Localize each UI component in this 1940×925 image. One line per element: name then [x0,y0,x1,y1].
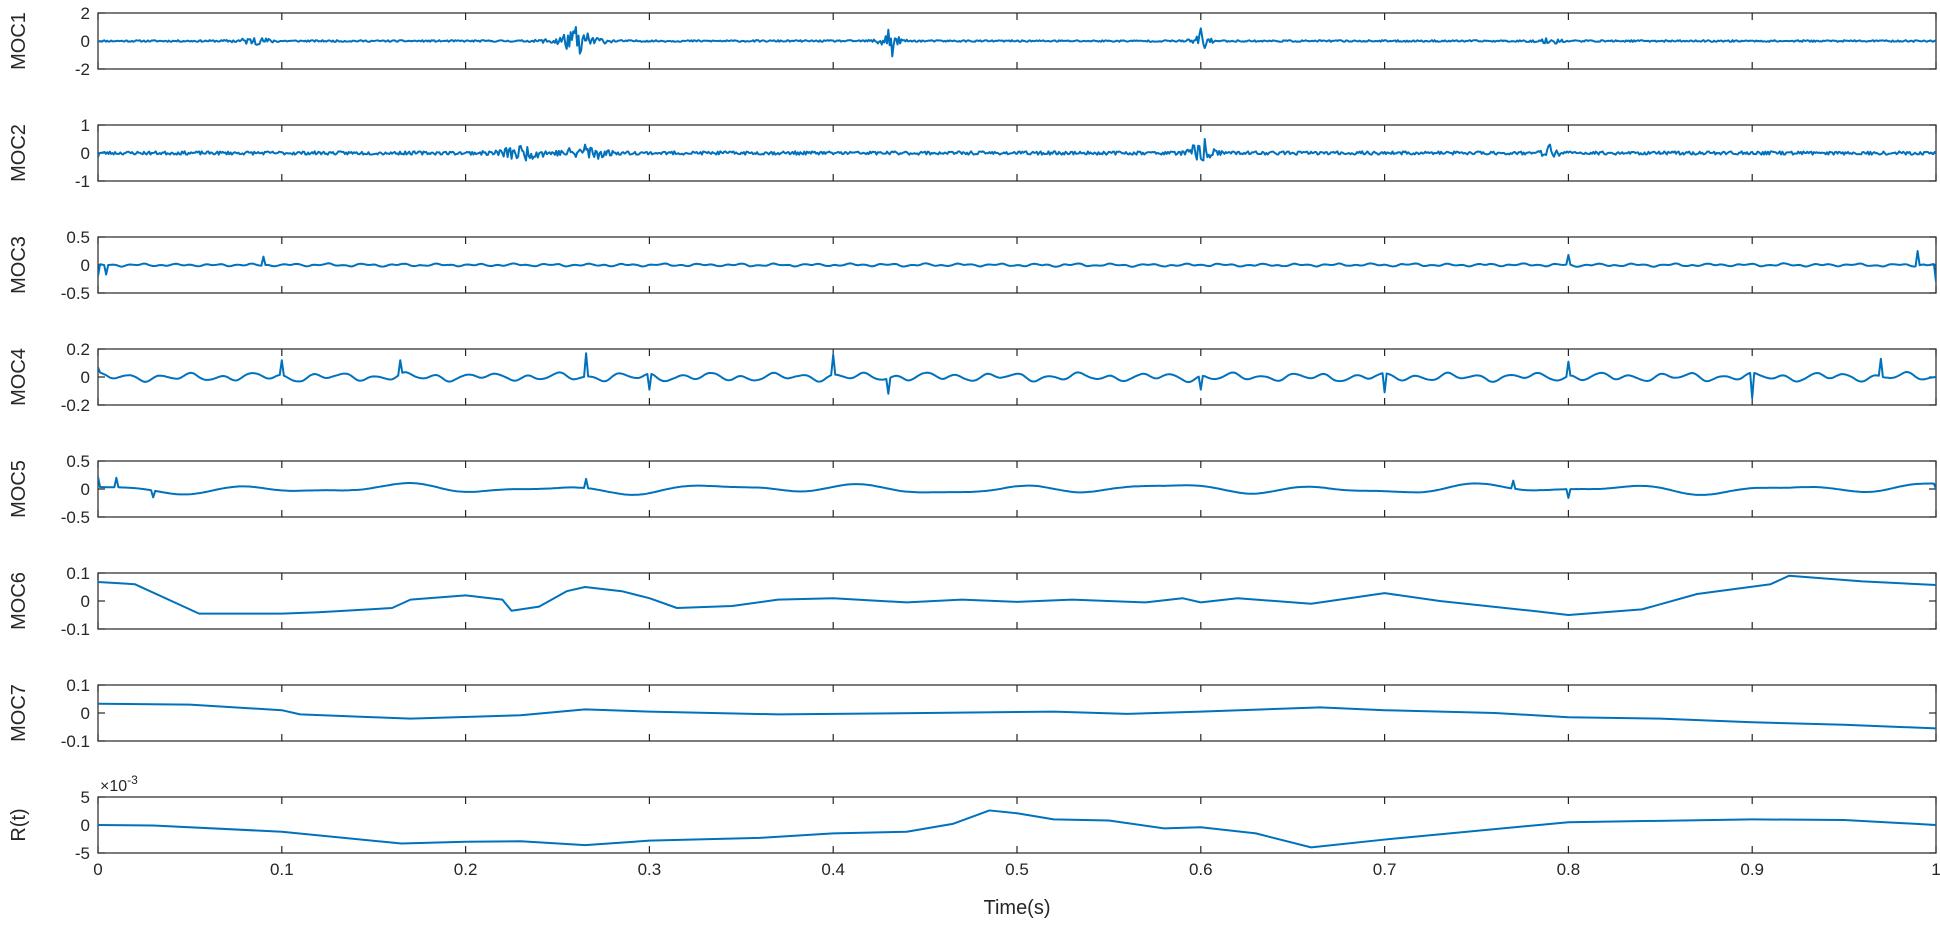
series-line-rt [98,809,1936,849]
series-line-moc4 [98,352,1936,399]
series-line-moc3 [98,250,1936,282]
subplot-2: -1 0 1 MOC2 [8,116,1937,191]
subplot-7: -0.1 0 0.1 MOC7 [8,676,1937,751]
subplot-6: -0.1 0 0.1 MOC6 [8,564,1937,639]
subplot-3: -0.5 0 0.5 MOC3 [8,228,1937,303]
y-axis-label: MOC2 [8,124,30,182]
y-tick-label: -0.1 [61,732,90,751]
y-tick-label: -0.5 [61,508,90,527]
x-axis-label: Time(s) [983,897,1050,919]
y-axis-label: MOC5 [8,460,30,518]
y-tick-label: 5 [81,788,90,807]
x-tick-label: 0.4 [821,860,845,879]
x-tick-label: 0.2 [454,860,478,879]
x-tick-label: 0.9 [1740,860,1764,879]
y-exponent-label: ×10-3 [100,773,138,795]
x-tick-label: 0.7 [1373,860,1397,879]
y-axis-label: MOC3 [8,236,30,294]
series-line-moc1 [98,26,1936,58]
y-axis-label: R(t) [8,808,30,841]
y-tick-label: -0.5 [61,284,90,303]
y-tick-label: -1 [75,172,90,191]
y-tick-label: 0 [81,144,90,163]
series-line-moc6 [98,574,1936,616]
series-line-moc5 [98,476,1936,499]
y-tick-label: 0 [81,480,90,499]
y-tick-label: 0.2 [66,340,90,359]
subplot-5: -0.5 0 0.5 MOC5 [8,452,1937,527]
x-tick-label: 0.5 [1005,860,1029,879]
x-tick-label: 0.1 [270,860,294,879]
y-axis-label: MOC4 [8,348,30,406]
subplot-1: -2 0 2 MOC1 [8,4,1937,79]
subplot-4: -0.2 0 0.2 MOC4 [8,340,1937,415]
y-axis-label: MOC1 [8,12,30,70]
axes-frame [97,460,1937,518]
y-tick-label: -5 [75,844,90,863]
y-tick-label: 0 [81,592,90,611]
x-tick-label: 0.3 [638,860,662,879]
axes-frame [97,796,1937,854]
y-tick-label: 0.1 [66,564,90,583]
series-line-moc2 [98,138,1936,162]
y-tick-label: 0 [81,32,90,51]
y-tick-label: -0.2 [61,396,90,415]
y-tick-label: 0.1 [66,676,90,695]
x-tick-label: 0.6 [1189,860,1213,879]
y-tick-label: 0.5 [66,228,90,247]
x-tick-label: 0 [93,860,102,879]
y-tick-label: 0 [81,816,90,835]
y-tick-label: -2 [75,60,90,79]
y-tick-label: 1 [81,116,90,135]
y-tick-label: -0.1 [61,620,90,639]
series-line-moc7 [98,702,1936,730]
x-tick-label: 0.8 [1557,860,1581,879]
y-tick-label: 2 [81,4,90,23]
y-tick-label: 0 [81,368,90,387]
subplot-8: 0 0.1 0.2 0.3 0.4 0.5 0.6 0.7 0.8 0.9 1-505R(t)×10… [8,773,1940,879]
y-exponent-power: -3 [127,773,138,787]
y-tick-label: 0 [81,256,90,275]
y-axis-label: MOC7 [8,684,30,742]
y-axis-label: MOC6 [8,572,30,630]
y-tick-label: 0 [81,704,90,723]
x-tick-label: 1 [1931,860,1940,879]
y-tick-label: 0.5 [66,452,90,471]
